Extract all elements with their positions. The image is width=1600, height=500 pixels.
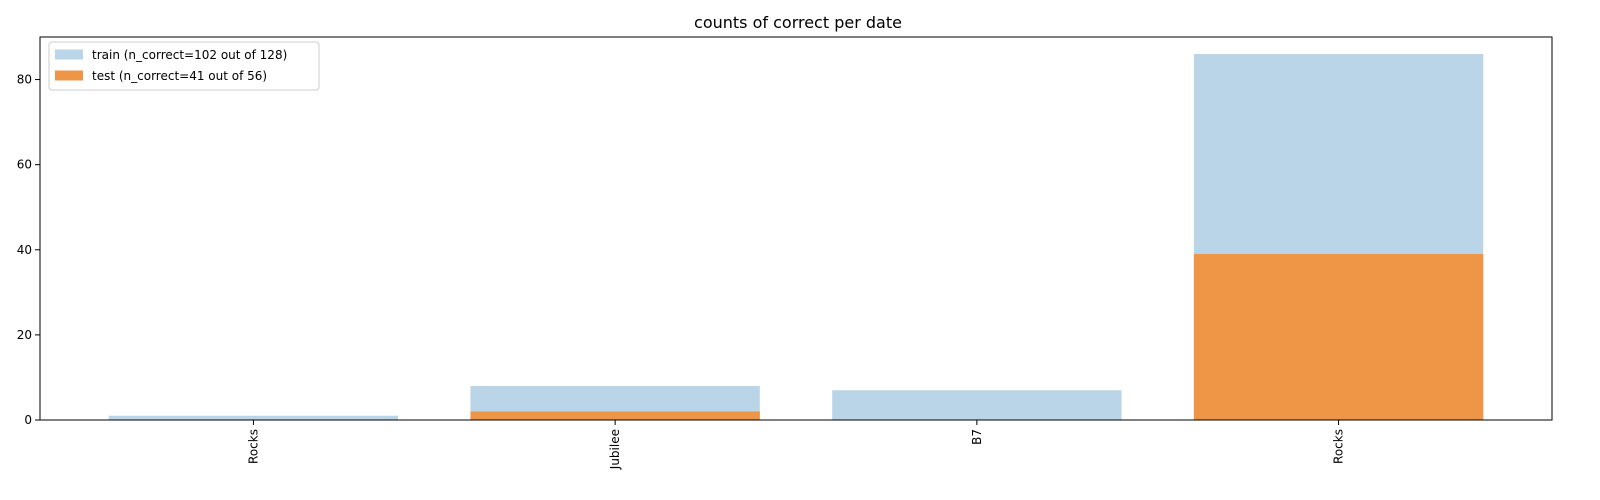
plot-frame [39,36,1553,421]
legend-swatch-test [55,70,83,81]
bar-train-2 [832,390,1122,420]
x-tick-label: Rocks [246,429,260,464]
axes-layer: 0 20 40 60 80 Rocks Jubilee B7 Rocks [17,36,1553,470]
bar-test-1 [470,411,760,420]
y-tick-label: 20 [17,328,32,342]
legend-label-train: train (n_correct=102 out of 128) [92,48,287,62]
x-tick-label: Jubilee [608,429,622,470]
bars-layer [108,54,1484,421]
y-tick-label: 80 [17,73,32,87]
y-tick-label: 0 [24,413,32,427]
y-tick-label: 40 [17,243,32,257]
chart-title: counts of correct per date [694,13,902,32]
legend-swatch-train [55,49,83,60]
legend-frame [48,41,320,91]
legend: train (n_correct=102 out of 128) test (n… [48,41,320,91]
bar-test-3 [1193,254,1484,420]
legend-label-test: test (n_correct=41 out of 56) [92,69,267,83]
bar-train-0 [108,415,399,420]
x-tick-label: B7 [970,429,984,445]
x-tick-label: Rocks [1332,429,1346,464]
y-tick-label: 60 [17,158,32,172]
